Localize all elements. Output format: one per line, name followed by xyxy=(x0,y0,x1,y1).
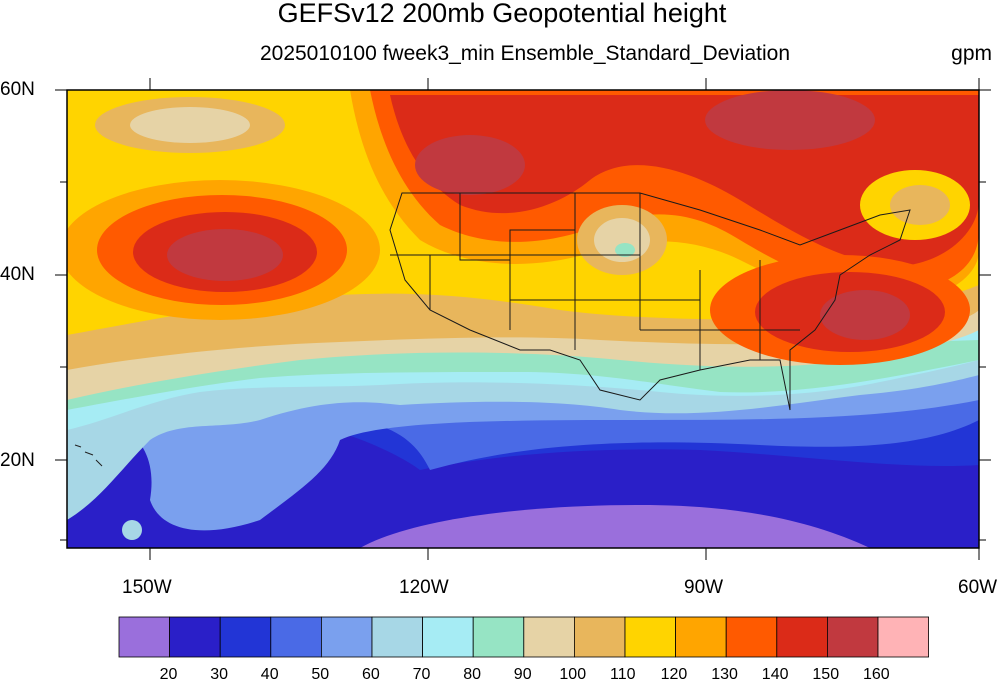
colorbar-label-40: 40 xyxy=(260,666,279,683)
colorbar-swatch-12 xyxy=(725,616,778,658)
colorbar-swatch-6 xyxy=(422,616,474,658)
colorbar-swatch-15 xyxy=(877,616,929,658)
map-subtitle: 2025010100 fweek3_min Ensemble_Standard_… xyxy=(259,42,791,65)
colorbar-label-140: 140 xyxy=(761,666,789,683)
fill-160-east xyxy=(820,290,910,340)
map-frame xyxy=(66,89,980,549)
colorbar-label-150: 150 xyxy=(812,666,840,683)
fill-100-alaska xyxy=(130,107,250,143)
colorbar-swatch-3 xyxy=(270,616,322,658)
colorbar-label-100: 100 xyxy=(559,666,587,683)
colorbar-swatch-5 xyxy=(371,616,423,658)
lat-label-20n: 20N xyxy=(0,450,35,471)
colorbar-label-130: 130 xyxy=(711,666,738,683)
colorbar-swatch-7 xyxy=(472,616,525,658)
colorbar-label-60: 60 xyxy=(362,666,380,683)
units-label: gpm xyxy=(951,42,992,65)
colorbar-label-20: 20 xyxy=(159,666,178,683)
fill-50 xyxy=(67,380,979,548)
colorbar-swatch-14 xyxy=(827,616,879,658)
contour-field xyxy=(67,90,979,548)
colorbar-label-120: 120 xyxy=(660,666,688,683)
fill-100-plains xyxy=(594,218,650,262)
lat-label-40n: 40N xyxy=(0,264,35,285)
colorbar-label-90: 90 xyxy=(513,666,532,683)
colorbar-label-70: 70 xyxy=(412,666,431,683)
colorbar-swatch-2 xyxy=(219,616,272,658)
fill-160-north-east xyxy=(705,90,875,150)
hawaii-coastline xyxy=(74,444,103,467)
lon-label-150w: 150W xyxy=(122,577,172,598)
colorbar-swatch-4 xyxy=(320,616,373,658)
fill-70-spot xyxy=(122,520,142,540)
us-coastline xyxy=(389,192,911,411)
colorbar-swatch-13 xyxy=(776,616,828,658)
axis-ticks xyxy=(55,78,991,560)
fill-160-north-west xyxy=(415,135,525,195)
lat-label-60n: 60N xyxy=(0,79,35,100)
colorbar-swatch-0 xyxy=(118,616,170,658)
map-title: GEFSv12 200mb Geopotential height xyxy=(277,0,727,28)
colorbar-swatch-10 xyxy=(624,616,676,658)
fill-20-patch xyxy=(360,505,870,548)
colorbar-swatch-1 xyxy=(169,616,221,658)
colorbar-label-160: 160 xyxy=(863,666,890,683)
colorbar-label-110: 110 xyxy=(610,666,636,683)
colorbar-label-80: 80 xyxy=(463,666,481,683)
lon-label-90w: 90W xyxy=(684,577,724,598)
colorbar-swatch-8 xyxy=(523,616,575,658)
colorbar-swatch-11 xyxy=(675,616,727,658)
fill-90-plains xyxy=(615,243,635,257)
colorbar-label-50: 50 xyxy=(311,666,330,683)
fill-160-pacific xyxy=(167,229,283,281)
fill-110-ne xyxy=(890,185,950,225)
lon-label-120w: 120W xyxy=(399,577,449,598)
colorbar-label-30: 30 xyxy=(210,666,228,683)
colorbar xyxy=(118,616,929,658)
lon-label-60w: 60W xyxy=(958,577,998,598)
colorbar-swatch-9 xyxy=(574,616,626,658)
